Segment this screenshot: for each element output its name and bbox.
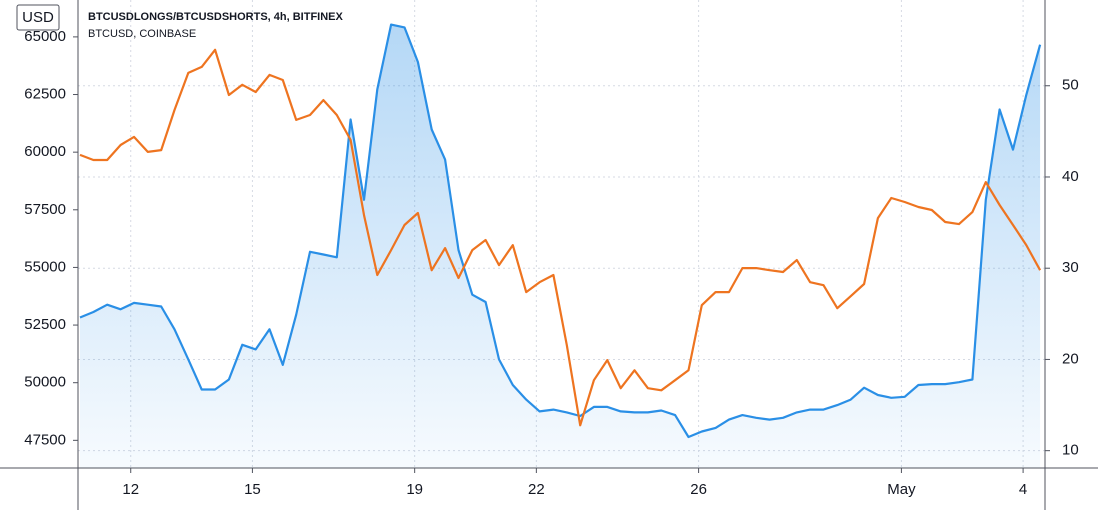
y-tick-label: 55000	[24, 258, 66, 275]
y-tick-label: 57500	[24, 201, 66, 218]
y-unit: USD	[22, 9, 54, 26]
x-tick-label: May	[887, 481, 916, 498]
series-line	[79, 48, 1042, 427]
y-tick-label: 50000	[24, 374, 66, 391]
y-tick-label: 65000	[24, 28, 66, 45]
legend-entry: BTCUSD, COINBASE	[88, 28, 196, 40]
x-tick-label: 12	[122, 481, 139, 498]
y-tick-label: 47500	[24, 431, 66, 448]
series-line	[79, 23, 1042, 439]
legend-entry: BTCUSDLONGS/BTCUSDSHORTS, 4h, BITFINEX	[88, 11, 344, 23]
y2-tick-label: 20	[1062, 350, 1079, 367]
x-tick-label: 22	[528, 481, 545, 498]
plot	[79, 23, 1042, 468]
x-tick-label: 19	[406, 481, 423, 498]
series-area	[80, 24, 1041, 468]
unit-box	[16, 4, 60, 31]
y2-tick-label: 10	[1062, 442, 1079, 459]
y2-tick-label: 30	[1062, 259, 1079, 276]
x-tick-label: 15	[244, 481, 261, 498]
y-tick-label: 62500	[24, 85, 66, 102]
y2-tick-label: 40	[1062, 168, 1079, 185]
y2-tick-label: 50	[1062, 77, 1079, 94]
y-tick-label: 60000	[24, 143, 66, 160]
x-tick-label: 4	[1019, 481, 1027, 498]
y-tick-label: 52500	[24, 316, 66, 333]
x-tick-label: 26	[690, 481, 707, 498]
labels: 12 15 19 22 26 May 4 47500 50000 52500 55000 57500 6…	[24, 11, 1078, 498]
